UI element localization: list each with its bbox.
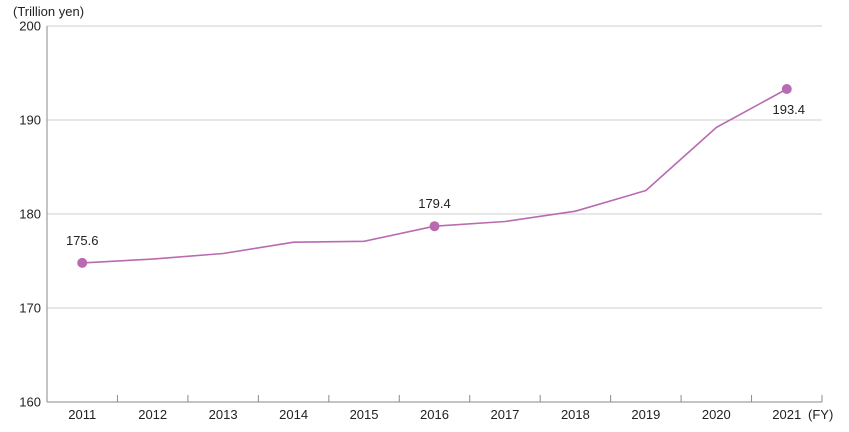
data-label: 179.4 [418,196,451,211]
x-tick-label: 2015 [350,407,379,422]
x-tick-label: 2021 [772,407,801,422]
x-tick-label: 2017 [490,407,519,422]
x-tick-label: 2020 [702,407,731,422]
series-layer [77,83,792,268]
data-label: 175.6 [66,233,99,248]
x-tick-label: 2013 [209,407,238,422]
x-tick-label: 2019 [631,407,660,422]
label-layer: 175.6 179.4 193.4 [66,102,805,248]
x-axis-title: (FY) [808,407,833,422]
y-tick-label: 190 [19,113,41,128]
axis-layer: 160 170 180 190 200 2011 2012 2013 2014 2015 2016 2… [13,4,833,422]
x-tick-label: 2014 [279,407,308,422]
y-axis-title: (Trillion yen) [13,4,84,19]
x-tick-label: 2011 [68,407,96,422]
grid-layer [47,25,822,403]
x-tick-label: 2016 [420,407,449,422]
x-tick-label: 2018 [561,407,590,422]
x-tick-label: 2012 [138,407,167,422]
y-tick-label: 170 [19,301,41,316]
y-tick-label: 160 [19,395,41,410]
data-point-marker [429,221,440,232]
y-tick-label: 200 [19,19,41,34]
series-line [82,88,788,264]
data-point-marker [77,257,88,268]
y-tick-label: 180 [19,207,41,222]
data-point-marker [781,83,792,94]
data-label: 193.4 [772,102,805,117]
